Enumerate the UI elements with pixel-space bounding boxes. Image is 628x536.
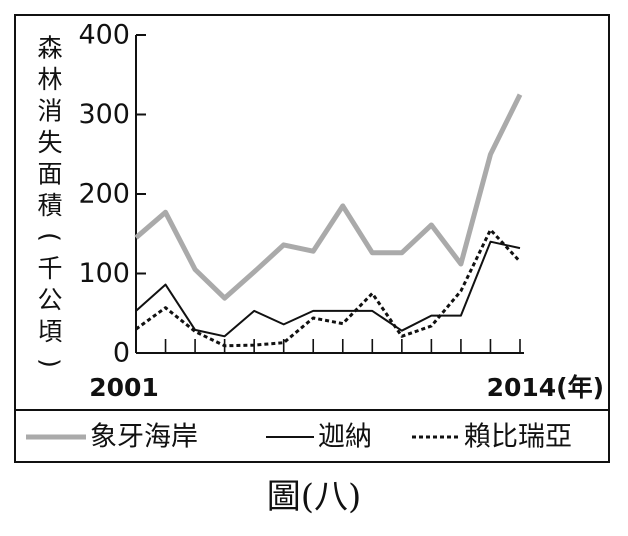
legend: 象牙海岸 迦納 賴比瑞亞 xyxy=(26,422,572,453)
y-axis-label-char: 公 xyxy=(37,286,62,315)
legend-label: 賴比瑞亞 xyxy=(464,422,572,453)
y-axis-label-char: 面 xyxy=(37,160,62,189)
y-axis-label-char: ) xyxy=(36,358,65,368)
y-axis-label-char: 失 xyxy=(37,128,62,157)
y-axis-label-char: ( xyxy=(36,232,65,242)
y-axis-label-char: 林 xyxy=(37,65,62,94)
y-axis-label-char: 森 xyxy=(37,34,62,63)
y-axis-label-char: 消 xyxy=(37,97,62,126)
y-tick-label: 200 xyxy=(78,179,130,210)
chart-frame xyxy=(14,14,610,463)
series-line xyxy=(135,228,522,348)
x-axis-end-label: 2014(年) xyxy=(487,373,604,402)
y-axis-label-char: 積 xyxy=(37,191,62,220)
series-line xyxy=(134,93,523,301)
legend-label: 象牙海岸 xyxy=(90,422,198,453)
y-tick-label: 100 xyxy=(78,258,130,289)
y-tick-label: 300 xyxy=(78,99,130,130)
legend-label: 迦納 xyxy=(318,422,372,453)
y-ticks: 0 100 200 300 400 xyxy=(78,20,146,369)
figure-caption: 圖(八) xyxy=(267,477,362,517)
y-axis-label-char: 頃 xyxy=(37,317,62,346)
x-ticks xyxy=(135,339,521,353)
y-axis-label-char: 千 xyxy=(37,254,62,283)
y-tick-label: 400 xyxy=(78,20,130,51)
y-tick-label: 0 xyxy=(113,338,130,369)
x-axis-start-label: 2001 xyxy=(89,373,159,402)
series-lines xyxy=(134,93,523,348)
series-line xyxy=(135,240,521,338)
